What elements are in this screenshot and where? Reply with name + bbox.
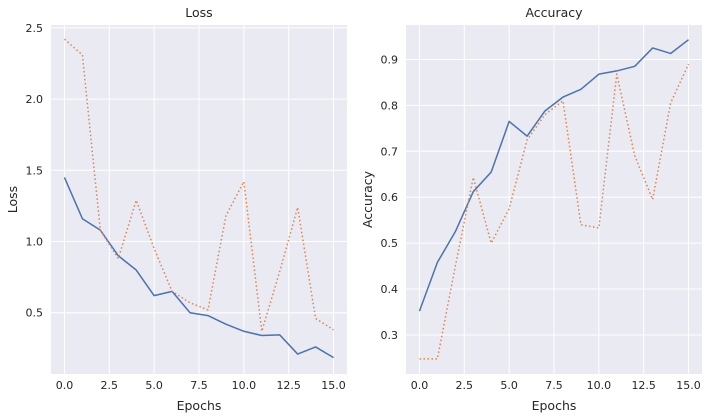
accuracy-x-tick-label: 12.5: [631, 379, 656, 392]
loss-x-tick-label: 5.0: [145, 379, 163, 392]
accuracy-x-tick-label: 15.0: [676, 379, 701, 392]
accuracy-y-tick-label: 0.3: [381, 329, 399, 342]
accuracy-x-tick-label: 5.0: [500, 379, 518, 392]
loss-x-axis-label: Epochs: [177, 398, 222, 413]
loss-chart: 0.0 2.5 5.0 7.5 10.0 12.5 15.0 0.5 1.0 1.5 2.0 2.5 L…: [5, 5, 347, 413]
accuracy-y-tick-label: 0.7: [381, 145, 399, 158]
accuracy-y-axis-label: Accuracy: [360, 170, 375, 228]
accuracy-y-tick-label: 0.9: [381, 53, 399, 66]
accuracy-y-tick-label: 0.8: [381, 99, 399, 112]
accuracy-x-tick-label: 2.5: [456, 379, 474, 392]
loss-x-tick-label: 2.5: [101, 379, 119, 392]
accuracy-chart-title: Accuracy: [525, 5, 583, 20]
loss-y-tick-label: 1.5: [26, 164, 44, 177]
loss-y-tick-label: 2.5: [26, 22, 44, 35]
accuracy-y-tick-label: 0.5: [381, 237, 399, 250]
loss-x-tick-label: 0.0: [56, 379, 74, 392]
loss-x-tick-label: 15.0: [321, 379, 346, 392]
accuracy-series-solid-line: [418, 39, 690, 312]
loss-y-tick-label: 2.0: [26, 93, 44, 106]
accuracy-series-dotted-line: [419, 63, 690, 360]
loss-x-tick-label: 10.0: [232, 379, 257, 392]
loss-chart-title: Loss: [185, 5, 212, 20]
loss-x-tick-label: 7.5: [190, 379, 208, 392]
accuracy-chart: 0.0 2.5 5.0 7.5 10.0 12.5 15.0 0.3 0.4 0.5 0.6 0.7 0…: [360, 5, 702, 413]
loss-series-solid-line: [63, 177, 334, 359]
loss-x-tick-label: 12.5: [276, 379, 301, 392]
accuracy-x-tick-label: 0.0: [411, 379, 429, 392]
loss-y-tick-label: 0.5: [26, 307, 44, 320]
loss-y-axis-label: Loss: [5, 186, 20, 213]
loss-series-dotted-line: [63, 38, 334, 333]
accuracy-x-tick-label: 7.5: [545, 379, 563, 392]
loss-y-tick-label: 1.0: [26, 236, 44, 249]
accuracy-y-tick-label: 0.6: [381, 191, 399, 204]
accuracy-x-tick-label: 10.0: [587, 379, 612, 392]
accuracy-x-axis-label: Epochs: [532, 398, 577, 413]
accuracy-y-tick-label: 0.4: [381, 283, 399, 296]
